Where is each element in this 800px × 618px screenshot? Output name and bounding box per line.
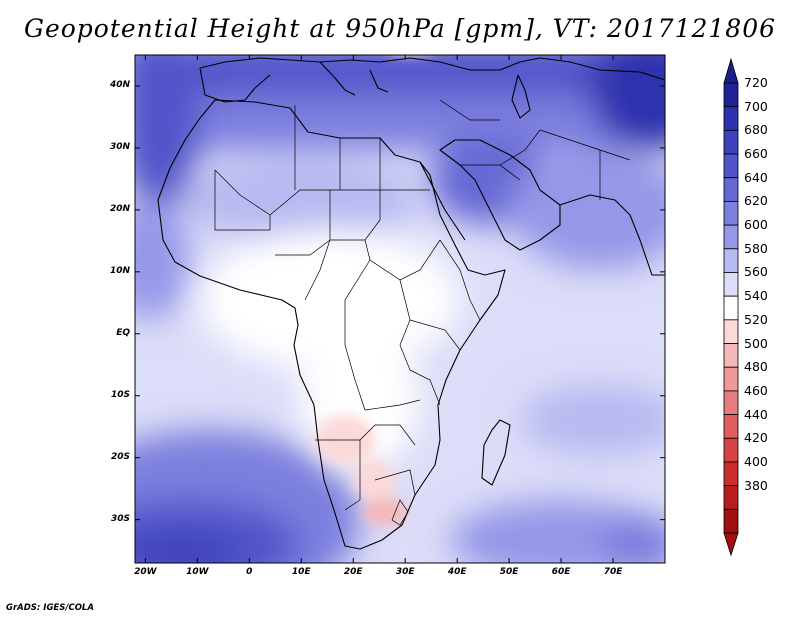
height-field [135,55,665,563]
colorbar-segment [723,295,739,321]
lon-label: 50E [499,567,519,577]
colorbar-bottom-arrow [723,532,739,557]
lon-label: 10E [291,567,311,577]
colorbar-label: 460 [744,382,768,398]
colorbar-segment [723,414,739,439]
lon-label: 30E [395,567,415,577]
colorbar-segment [723,437,739,463]
colorbar-segment [723,224,739,250]
colorbar-segment [723,461,739,487]
colorbar [723,57,739,557]
lon-label: 60E [551,567,571,577]
colorbar-label: 420 [744,430,768,446]
colorbar-segment [723,366,739,392]
colorbar-label: 640 [744,169,768,185]
colorbar-label: 720 [744,75,768,90]
colorbar-segment [723,106,739,131]
colorbar-segment [723,508,739,534]
footer-credit: GrADS: IGES/COLA [6,603,94,613]
colorbar-segment [723,319,739,344]
colorbar-label: 400 [744,453,768,469]
colorbar-label: 580 [744,240,768,256]
colorbar-label: 600 [744,217,768,233]
lon-label: 0 [246,567,253,577]
colorbar-segment [723,248,739,273]
colorbar-label: 520 [744,311,768,327]
map-title: Geopotential Height at 950hPa [gpm], VT:… [23,14,777,43]
colorbar-segment [723,485,739,510]
colorbar-label: 620 [744,193,768,209]
colorbar-top-arrow [723,57,739,84]
plot-frame [134,54,666,564]
lon-label: 20W [134,567,157,577]
colorbar-label: 480 [744,359,768,375]
colorbar-label: 660 [744,146,768,162]
lon-label: 70E [603,567,623,577]
colorbar-label: 440 [744,406,768,422]
lat-label: 10N [109,265,130,276]
lat-label: 30S [110,513,130,524]
colorbar-segment [723,272,739,297]
lon-label: 40E [447,567,467,577]
lat-label: 10S [110,389,130,400]
colorbar-segment [723,390,739,415]
colorbar-segment [723,153,739,179]
axis-ticks [135,55,665,563]
colorbar-label: 540 [744,288,768,304]
colorbar-segment [723,201,739,226]
lat-label: 20S [110,451,130,462]
colorbar-segment [723,82,739,108]
country-borders [214,99,631,526]
colorbar-label: 700 [744,98,768,114]
lon-label: 20E [343,567,363,577]
lat-label: 20N [109,203,130,214]
colorbar-segment [723,343,739,368]
colorbar-label: 680 [744,122,768,138]
colorbar-segment [723,129,739,155]
coastlines [157,57,665,550]
colorbar-label: 500 [744,335,768,351]
lat-label: 40N [109,79,130,90]
lat-label: EQ [116,327,130,338]
lat-label: 30N [109,141,130,152]
colorbar-label: 560 [744,264,768,280]
colorbar-segment [723,177,739,202]
colorbar-label: 380 [744,477,768,493]
lon-label: 10W [186,567,209,577]
